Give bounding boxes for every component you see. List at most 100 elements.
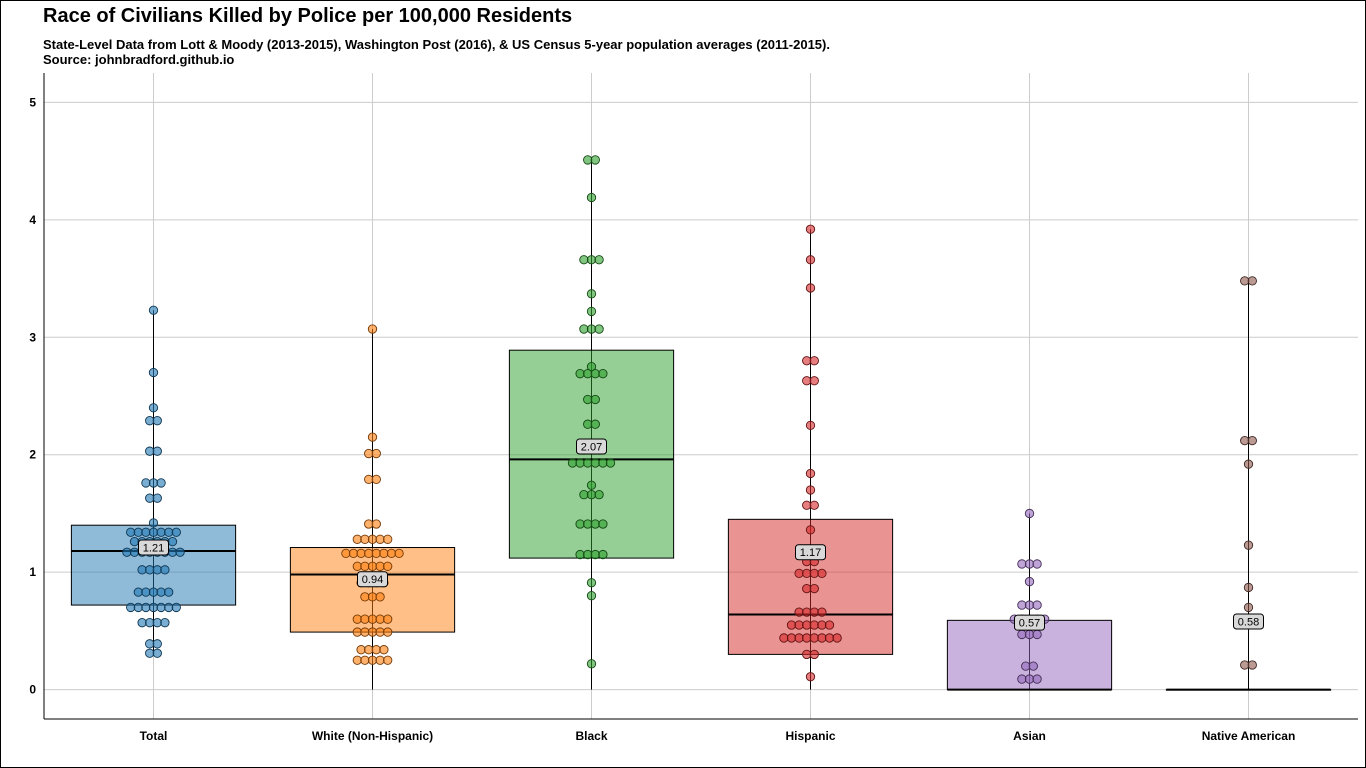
x-tick-label: White (Non-Hispanic) bbox=[312, 729, 433, 743]
data-point bbox=[605, 458, 616, 468]
data-point bbox=[145, 493, 155, 503]
data-point bbox=[375, 534, 385, 544]
data-point bbox=[137, 565, 147, 575]
data-point bbox=[802, 633, 812, 643]
data-point bbox=[579, 324, 589, 334]
data-point bbox=[594, 324, 604, 334]
data-point bbox=[156, 587, 166, 597]
box-group: 0.94 bbox=[289, 324, 456, 690]
data-point bbox=[809, 376, 819, 386]
data-point bbox=[598, 519, 608, 529]
axes: 0 1 2 3 4 5 Total White (Non-Hispanic) Black Hisp… bbox=[29, 73, 1358, 743]
box-group: 1.17 bbox=[727, 224, 894, 690]
data-point bbox=[133, 527, 143, 537]
data-point bbox=[586, 361, 597, 372]
data-point bbox=[156, 602, 166, 613]
data-point bbox=[360, 655, 370, 665]
data-point bbox=[817, 607, 827, 617]
data-point bbox=[805, 468, 816, 479]
data-point bbox=[805, 283, 816, 293]
data-point bbox=[802, 376, 812, 386]
data-point bbox=[809, 607, 819, 617]
box-group: 0.58 bbox=[1165, 276, 1332, 691]
data-point bbox=[160, 618, 170, 628]
data-point bbox=[575, 519, 585, 529]
data-point bbox=[590, 394, 600, 405]
data-point bbox=[1024, 674, 1035, 684]
data-point bbox=[586, 578, 597, 588]
data-point bbox=[360, 614, 370, 624]
data-point bbox=[567, 458, 578, 468]
data-point bbox=[148, 403, 159, 413]
x-tick-label: Black bbox=[575, 729, 607, 743]
data-point bbox=[809, 568, 819, 579]
data-point bbox=[371, 645, 381, 655]
data-point bbox=[152, 565, 162, 575]
data-point bbox=[152, 493, 162, 503]
data-point bbox=[1247, 660, 1257, 670]
data-point bbox=[590, 458, 600, 468]
data-point bbox=[586, 306, 597, 317]
data-point bbox=[367, 627, 378, 637]
data-point bbox=[356, 645, 366, 655]
data-point bbox=[590, 519, 600, 529]
data-point bbox=[809, 633, 819, 643]
data-point bbox=[148, 367, 159, 378]
data-point bbox=[1243, 459, 1254, 469]
data-point bbox=[802, 649, 812, 660]
data-point bbox=[156, 527, 166, 537]
data-point bbox=[375, 655, 385, 665]
data-point bbox=[371, 519, 381, 529]
mean-label: 0.94 bbox=[362, 574, 383, 586]
data-point bbox=[148, 587, 159, 597]
data-point bbox=[575, 549, 585, 560]
data-point bbox=[586, 659, 597, 669]
data-point bbox=[152, 446, 162, 456]
data-point bbox=[164, 602, 174, 613]
data-point bbox=[394, 548, 404, 559]
data-point bbox=[586, 289, 597, 299]
data-point bbox=[805, 420, 816, 431]
data-point bbox=[129, 547, 140, 557]
data-point bbox=[586, 324, 597, 334]
data-point bbox=[367, 324, 378, 334]
y-tick-label: 0 bbox=[29, 683, 36, 697]
data-point bbox=[1247, 435, 1257, 446]
data-point bbox=[809, 620, 819, 630]
y-tick-label: 1 bbox=[29, 565, 36, 579]
data-point bbox=[809, 356, 819, 366]
data-point bbox=[802, 607, 812, 617]
data-point bbox=[586, 490, 597, 500]
mean-label: 2.07 bbox=[581, 442, 602, 454]
data-point bbox=[583, 549, 593, 560]
data-point bbox=[360, 534, 370, 544]
data-point bbox=[367, 432, 378, 442]
data-point bbox=[1032, 629, 1042, 640]
data-point bbox=[386, 548, 397, 559]
data-point bbox=[832, 633, 842, 643]
mean-label: 1.17 bbox=[800, 547, 821, 559]
data-point bbox=[167, 547, 178, 557]
data-point bbox=[371, 548, 381, 559]
data-point bbox=[590, 369, 600, 379]
data-point bbox=[356, 548, 366, 559]
plot-marks: 1.21 0.94 2.07 1.17 0.57 0.58 bbox=[70, 155, 1332, 691]
data-point bbox=[586, 192, 597, 203]
data-point bbox=[1247, 276, 1257, 286]
data-point bbox=[145, 648, 155, 658]
x-tick-label: Asian bbox=[1013, 729, 1046, 743]
data-point bbox=[341, 548, 351, 559]
data-point bbox=[575, 369, 585, 379]
data-point bbox=[171, 527, 181, 537]
data-point bbox=[152, 648, 162, 658]
data-point bbox=[352, 655, 362, 665]
data-point bbox=[1017, 559, 1027, 569]
data-point bbox=[583, 419, 593, 429]
y-tick-label: 5 bbox=[29, 95, 36, 109]
data-point bbox=[352, 614, 362, 624]
data-point bbox=[579, 490, 589, 500]
data-point bbox=[383, 534, 393, 544]
data-point bbox=[137, 618, 147, 628]
mean-label-box bbox=[357, 571, 388, 588]
